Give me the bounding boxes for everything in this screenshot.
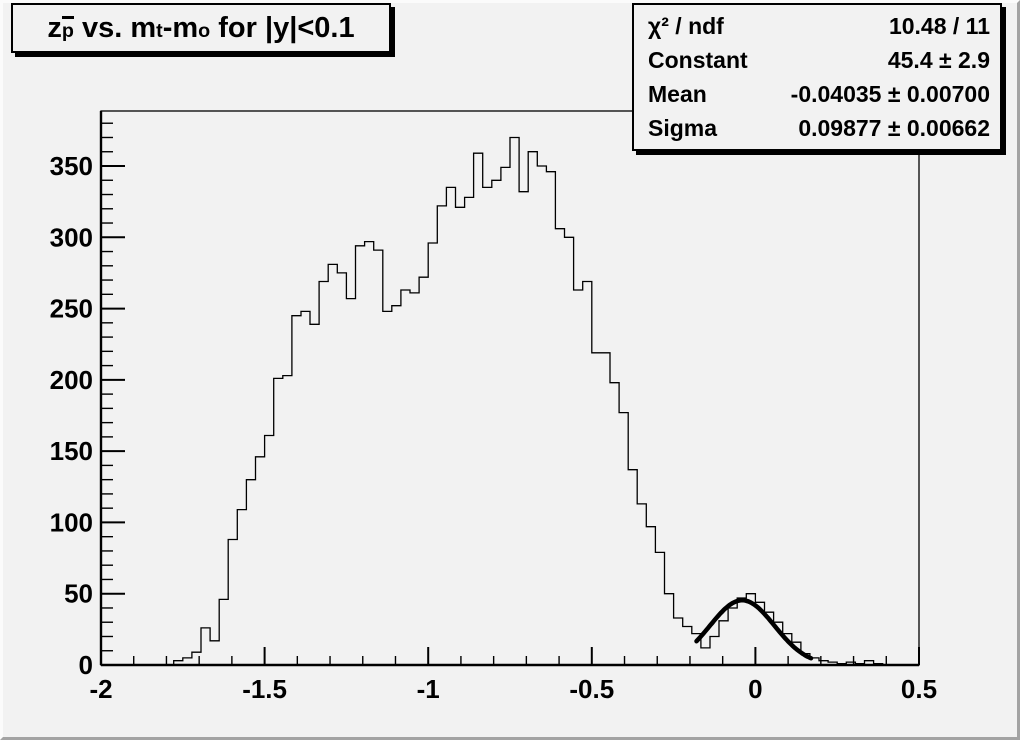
svg-text:0: 0 xyxy=(79,650,93,680)
svg-text:0: 0 xyxy=(748,674,762,704)
svg-text:250: 250 xyxy=(50,294,93,324)
histogram-line xyxy=(101,136,919,666)
stats-value: 45.4 ± 2.9 xyxy=(887,46,990,73)
plot-frame xyxy=(100,110,920,666)
title-subscript: o xyxy=(198,19,211,42)
stats-label: Mean xyxy=(648,80,707,107)
stats-row: χ² / ndf 10.48 / 11 xyxy=(648,13,990,40)
svg-text:-2: -2 xyxy=(89,674,112,704)
stats-value: 0.09877 ± 0.00662 xyxy=(798,114,990,141)
plot-title: zp vs. mt-mo for |y|<0.1 xyxy=(47,12,354,45)
stats-row: Constant 45.4 ± 2.9 xyxy=(648,47,990,74)
title-subscript: t xyxy=(156,19,163,42)
title-subscript: p xyxy=(61,15,74,42)
svg-text:-1.5: -1.5 xyxy=(242,674,287,704)
svg-text:300: 300 xyxy=(50,222,93,252)
title-text-segment: z xyxy=(47,11,62,44)
stats-value: 10.48 / 11 xyxy=(888,12,990,39)
svg-text:100: 100 xyxy=(50,507,93,537)
title-text-segment: vs. m xyxy=(73,11,157,44)
svg-text:150: 150 xyxy=(50,436,93,466)
histogram-plot: -2 -1.5 -1 -0.5 0 0.5 0 50 100 150 200 250 300 350 xyxy=(50,110,937,704)
svg-text:350: 350 xyxy=(50,151,93,181)
x-axis-labels: -2 -1.5 -1 -0.5 0 0.5 xyxy=(89,674,937,704)
stats-label: χ² / ndf xyxy=(648,12,724,39)
svg-text:-1: -1 xyxy=(417,674,440,704)
y-axis-ticks xyxy=(101,122,125,666)
stats-row: Sigma 0.09877 ± 0.00662 xyxy=(648,115,990,142)
title-text-segment: -m xyxy=(162,11,199,44)
stats-row: Mean -0.04035 ± 0.00700 xyxy=(648,81,990,108)
stats-value: -0.04035 ± 0.00700 xyxy=(790,80,990,107)
stats-label: Sigma xyxy=(648,114,718,141)
svg-text:0.5: 0.5 xyxy=(901,674,937,704)
svg-text:-0.5: -0.5 xyxy=(569,674,614,704)
plot-title-box: zp vs. mt-mo for |y|<0.1 xyxy=(11,3,391,53)
svg-text:50: 50 xyxy=(64,579,93,609)
gaussian-fit-curve xyxy=(694,598,814,661)
svg-text:200: 200 xyxy=(50,365,93,395)
x-axis-ticks xyxy=(100,647,920,665)
title-text-segment: for |y|<0.1 xyxy=(210,11,355,44)
y-axis-labels: 0 50 100 150 200 250 300 350 xyxy=(50,151,93,680)
fit-stats-box: χ² / ndf 10.48 / 11 Constant 45.4 ± 2.9 Mean… xyxy=(632,3,1002,151)
stats-label: Constant xyxy=(648,46,748,73)
